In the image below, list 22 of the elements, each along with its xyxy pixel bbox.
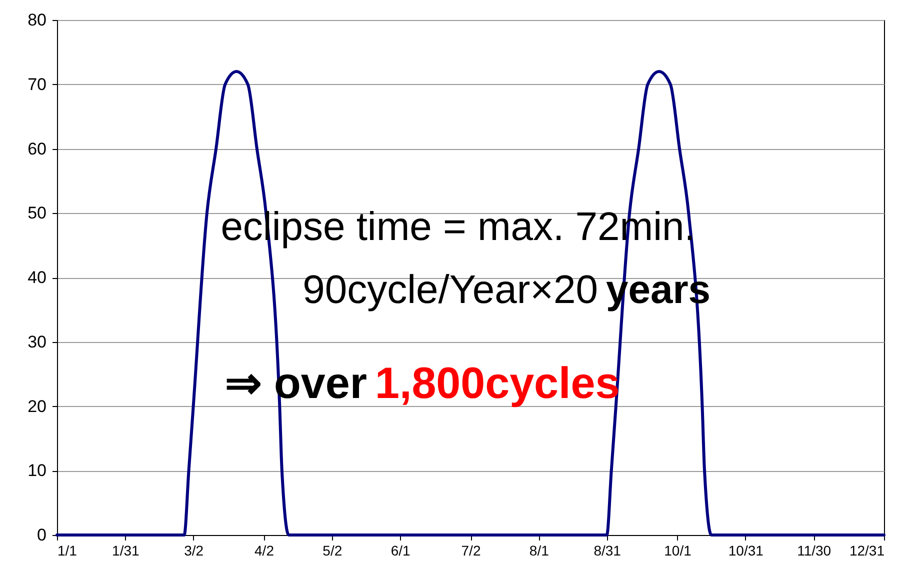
y-tick-label: 50 [28, 204, 46, 223]
y-tick-label: 70 [28, 74, 46, 94]
x-tick-label: 11/30 [797, 542, 832, 558]
x-tick-label: 4/2 [254, 542, 274, 558]
y-tick-label: 30 [28, 332, 46, 352]
x-tick-label: 10/1 [664, 542, 692, 558]
x-tick-label: 7/2 [461, 542, 481, 558]
x-tick-label: 10/31 [728, 542, 764, 558]
y-tick-label: 80 [28, 10, 46, 30]
x-tick-label: 5/2 [322, 542, 342, 558]
x-tick-label: 6/1 [390, 542, 411, 558]
x-tick-label: 3/2 [184, 542, 204, 558]
y-tick-label: 60 [28, 139, 46, 158]
x-tick-label: 8/1 [529, 542, 550, 558]
y-tick-label: 20 [28, 396, 46, 416]
x-tick-label: 1/31 [112, 542, 140, 558]
x-tick-label: 12/31 [849, 542, 885, 558]
y-tick-label: 0 [37, 526, 46, 544]
y-tick-label: 10 [28, 461, 46, 480]
y-tick-label: 40 [28, 268, 46, 287]
x-tick-label: 8/31 [594, 542, 622, 558]
x-tick-label: 1/1 [58, 542, 78, 558]
